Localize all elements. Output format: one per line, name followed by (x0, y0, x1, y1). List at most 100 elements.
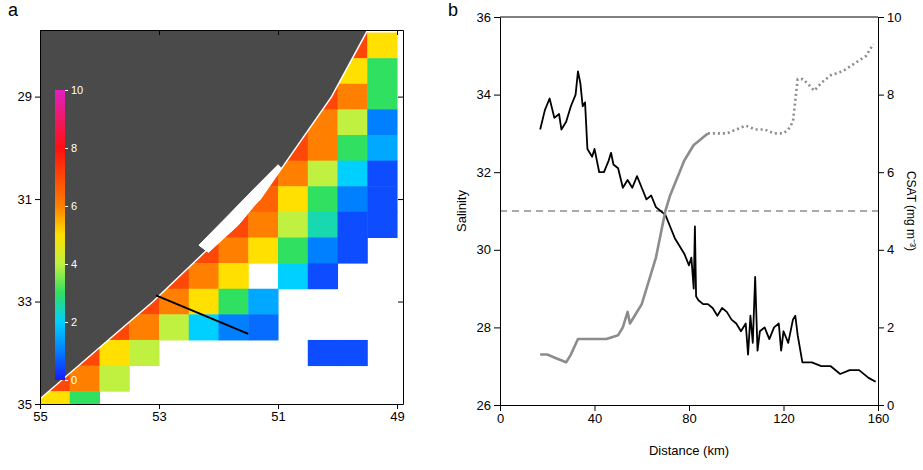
x-axis-a-top-tick-mark (278, 30, 279, 35)
chlorophyll-cell (219, 289, 249, 315)
y-axis-a-right (398, 31, 404, 405)
colorbar-axis-tick-mark (65, 90, 68, 91)
x-axis-a-top-tick (397, 30, 398, 35)
chlorophyll-cell (338, 109, 368, 135)
chlorophyll-cell (308, 186, 338, 212)
y2-axis-tick-mark (878, 327, 884, 328)
y-axis-a-tick-label: 33 (18, 294, 32, 309)
x-axis-tick-mark (595, 405, 596, 411)
colorbar-axis-tick-mark (65, 264, 68, 265)
y-axis: 26 28 30 32 34 36 (477, 10, 501, 413)
x-axis-title: Distance (km) (649, 443, 729, 458)
x-axis-tick-label: 120 (773, 411, 795, 426)
x-axis-tick: 120 (773, 405, 795, 426)
chlorophyll-cell (308, 135, 338, 161)
y2-axis-tick: 8 (878, 87, 894, 102)
y2-axis-tick: 2 (878, 320, 894, 335)
y-axis-tick-mark (494, 250, 500, 251)
y-axis-a-tick-label: 35 (18, 397, 32, 412)
x-axis-a-tick: 49 (390, 404, 404, 424)
y-axis-tick: 34 (477, 87, 500, 102)
x-axis-a-tick: 51 (271, 404, 285, 424)
chlorophyll-cell (308, 212, 338, 238)
colorbar-axis: 0246810 (65, 84, 83, 386)
y-axis-a-tick-label: 31 (18, 192, 32, 207)
chlorophyll-cell (308, 263, 338, 289)
y-axis-tick-label: 32 (477, 165, 491, 180)
chlorophyll-cell (338, 186, 368, 212)
x-axis-a: 55 53 51 49 (33, 404, 405, 424)
figure: 02468105553514929313335a0408012016026283… (0, 0, 923, 470)
y-axis-a-tick: 33 (18, 294, 40, 309)
y-axis-tick-mark (494, 327, 500, 328)
y-axis-a-right-tick (398, 404, 403, 405)
chlorophyll-cell (338, 340, 368, 366)
x-axis-a-tick: 55 (33, 404, 47, 424)
chlorophyll-cell (248, 289, 278, 315)
chlorophyll-cell (367, 186, 397, 212)
chlorophyll-cell (338, 212, 368, 238)
colorbar-axis-tick-mark (65, 380, 68, 381)
chlorophyll-cell (100, 366, 130, 392)
y-axis-a: 29 31 33 35 (18, 31, 41, 412)
x-axis-a-tick-label: 49 (390, 409, 404, 424)
chlorophyll-cell (367, 58, 397, 84)
y-axis-a-line (40, 31, 41, 405)
y2-axis-tick-mark (878, 17, 884, 18)
colorbar-axis-tick: 8 (65, 142, 77, 154)
chlorophyll-cell (159, 314, 189, 340)
colorbar-axis-tick-mark (65, 148, 68, 149)
x-axis-a-top-line (41, 30, 404, 31)
panel-b: 040801201602628303234360246810Distance (… (448, 0, 918, 458)
y-axis-tick: 32 (477, 165, 500, 180)
chlorophyll-cell (129, 340, 159, 366)
x-axis-tick-label: 80 (682, 411, 696, 426)
x-axis-tick-label: 40 (588, 411, 602, 426)
map-plot (40, 30, 398, 404)
x-axis-a-tick: 53 (152, 404, 166, 424)
y-axis-tick: 26 (477, 398, 500, 413)
x-axis-tick-mark (689, 405, 690, 411)
y-axis-tick-label: 36 (477, 10, 491, 25)
y2-axis: 0246810 (878, 10, 901, 413)
series-line (708, 44, 873, 133)
series-line (540, 133, 708, 362)
y-axis-tick-label: 30 (477, 242, 491, 257)
panel-a: 02468105553514929313335a (8, 0, 405, 424)
y2-axis-tick: 0 (878, 398, 894, 413)
x-axis-a-top (41, 30, 404, 35)
chlorophyll-cell (248, 212, 278, 238)
colorbar-axis-tick-mark (65, 206, 68, 207)
line-plot (500, 44, 878, 382)
colorbar-axis-tick-label: 2 (71, 316, 77, 328)
x-axis-tick: 40 (588, 405, 602, 426)
chlorophyll-cell (189, 314, 219, 340)
x-axis-tick-mark (500, 405, 501, 411)
y-axis-tick-label: 34 (477, 87, 491, 102)
chlorophyll-cell (219, 237, 249, 263)
y-axis-a-tick-mark (35, 302, 40, 303)
colorbar-axis-tick-label: 6 (71, 200, 77, 212)
colorbar-axis-line (65, 91, 66, 381)
y-axis-a-tick: 35 (18, 397, 40, 412)
y-axis-tick-label: 26 (477, 398, 491, 413)
y-axis-tick: 28 (477, 320, 500, 335)
chlorophyll-cell (248, 314, 278, 340)
chlorophyll-cell (278, 237, 308, 263)
colorbar-axis-tick-label: 0 (71, 374, 77, 386)
chlorophyll-cell (308, 237, 338, 263)
y-axis-line (500, 18, 501, 406)
x-axis-a-tick-label: 53 (152, 409, 166, 424)
y-axis-tick-mark (494, 405, 500, 406)
y-axis-a-right-tick (398, 97, 403, 98)
y-axis-a-tick: 29 (18, 89, 40, 104)
colorbar-axis-tick: 0 (65, 374, 77, 386)
chlorophyll-cell (219, 263, 249, 289)
chlorophyll-cell (189, 263, 219, 289)
x-axis-a-top-tick-mark (397, 30, 398, 35)
chlorophyll-cell (338, 135, 368, 161)
x-axis-a-top-tick (159, 30, 160, 35)
colorbar-axis-tick: 2 (65, 316, 77, 328)
chlorophyll-cell (367, 161, 397, 187)
plot-frame-top (500, 17, 878, 18)
